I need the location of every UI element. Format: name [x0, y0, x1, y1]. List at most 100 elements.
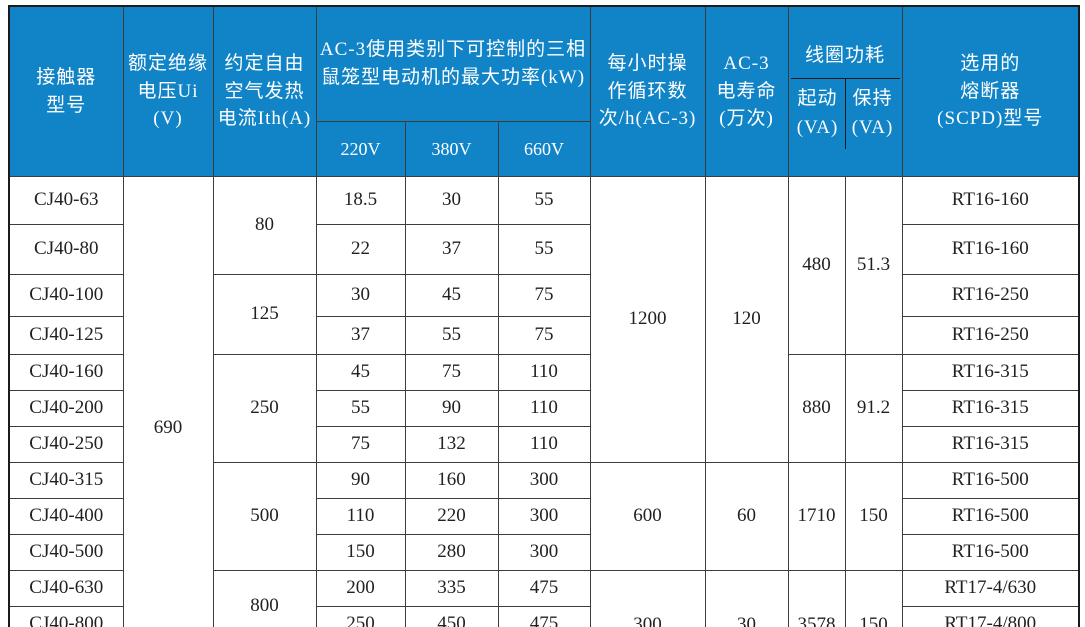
power-660-cell: 55: [497, 176, 591, 226]
cycles-cell: 300: [589, 570, 706, 627]
thermal-current-header: 约定自由 空气发热 电流Ith(A): [212, 5, 317, 178]
coil-hold-header: 保持 (VA): [851, 88, 894, 138]
power-380-cell: 335: [404, 570, 499, 608]
table-row: CJ40-400 110 220 300 RT16-500: [8, 498, 1080, 536]
power-380-cell: 75: [404, 354, 499, 392]
power-220-cell: 22: [315, 224, 406, 276]
ith-cell: 500: [212, 462, 317, 572]
model-cell: CJ40-125: [8, 316, 124, 356]
power-380-cell: 160: [404, 462, 499, 500]
power-380-cell: 220: [404, 498, 499, 536]
table-row: CJ40-100 125 30 45 75 RT16-250: [8, 274, 1080, 356]
voltage-380-header: 380V: [404, 120, 499, 178]
life-cell: 60: [704, 462, 789, 572]
power-220-cell: 110: [315, 498, 406, 536]
coil-group-label: 线圈功耗: [790, 35, 900, 79]
model-cell: CJ40-63: [8, 176, 124, 226]
coil-hold-cell: 150: [844, 570, 903, 627]
voltage-220-header: 220V: [315, 120, 406, 178]
power-660-cell: 300: [497, 462, 591, 500]
power-group-header: AC-3使用类别下可控制的三相 鼠笼型电动机的最大功率(kW): [315, 5, 591, 122]
power-220-cell: 75: [315, 426, 406, 464]
power-660-cell: 75: [497, 316, 591, 356]
coil-subheaders: 起动 (VA) 保持 (VA): [791, 78, 900, 149]
power-380-cell: 37: [404, 224, 499, 276]
table-body: CJ40-63 690 80 18.5 30 55 1200 120 480 5…: [8, 176, 1080, 627]
insulation-voltage-cell: 690: [122, 176, 214, 627]
coil-start-cell: 3578: [787, 570, 846, 627]
model-cell: CJ40-200: [8, 390, 124, 428]
table-row: CJ40-63 690 80 18.5 30 55 1200 120 480 5…: [8, 176, 1080, 627]
fuse-cell: RT16-500: [901, 462, 1080, 500]
power-380-cell: 132: [404, 426, 499, 464]
power-660-cell: 110: [497, 426, 591, 464]
model-cell: CJ40-80: [8, 224, 124, 276]
power-660-cell: 300: [497, 498, 591, 536]
life-header: AC-3 电寿命 (万次): [704, 5, 789, 178]
model-cell: CJ40-400: [8, 498, 124, 536]
life-cell: 120: [704, 176, 789, 464]
coil-group-header: 线圈功耗 起动 (VA) 保持 (VA): [787, 5, 903, 178]
coil-start-cell: 880: [787, 354, 846, 464]
model-cell: CJ40-100: [8, 274, 124, 318]
ith-cell: 800: [212, 570, 317, 627]
power-380-cell: 280: [404, 534, 499, 572]
fuse-cell: RT16-315: [901, 426, 1080, 464]
ith-cell: 250: [212, 354, 317, 464]
table-row: CJ40-200 55 90 110 RT16-315: [8, 390, 1080, 428]
fuse-cell: RT17-4/800: [901, 606, 1080, 627]
fuse-cell: RT16-500: [901, 534, 1080, 572]
table-row: CJ40-800 250 450 475 RT17-4/800: [8, 606, 1080, 627]
ith-cell: 80: [212, 176, 317, 276]
model-cell: CJ40-315: [8, 462, 124, 500]
fuse-cell: RT17-4/630: [901, 570, 1080, 608]
model-cell: CJ40-160: [8, 354, 124, 392]
power-220-cell: 18.5: [315, 176, 406, 226]
fuse-cell: RT16-250: [901, 274, 1080, 318]
power-660-cell: 110: [497, 390, 591, 428]
power-220-cell: 37: [315, 316, 406, 356]
table-row: CJ40-250 75 132 110 RT16-315: [8, 426, 1080, 464]
power-380-cell: 450: [404, 606, 499, 627]
table-row: CJ40-630 800 200 335 475 300 30 3578 150…: [8, 570, 1080, 627]
table-row: CJ40-80 22 37 55 RT16-160: [8, 224, 1080, 276]
power-380-cell: 30: [404, 176, 499, 226]
power-660-cell: 300: [497, 534, 591, 572]
fuse-header: 选用的 熔断器 (SCPD)型号: [901, 5, 1080, 178]
power-220-cell: 90: [315, 462, 406, 500]
model-cell: CJ40-250: [8, 426, 124, 464]
ith-cell: 125: [212, 274, 317, 356]
power-220-cell: 150: [315, 534, 406, 572]
coil-start-header: 起动 (VA): [791, 78, 846, 149]
table-header: 接触器 型号 额定绝缘 电压Ui (V) 约定自由 空气发热 电流Ith(A) …: [8, 5, 1080, 178]
power-660-cell: 55: [497, 224, 591, 276]
power-220-cell: 55: [315, 390, 406, 428]
table-row: CJ40-315 500 90 160 300 600 60 1710 150 …: [8, 462, 1080, 572]
power-380-cell: 45: [404, 274, 499, 318]
coil-start-cell: 1710: [787, 462, 846, 572]
power-220-cell: 200: [315, 570, 406, 608]
voltage-660-header: 660V: [497, 120, 591, 178]
fuse-cell: RT16-315: [901, 354, 1080, 392]
cycles-header: 每小时操 作循环数 次/h(AC-3): [589, 5, 706, 178]
power-380-cell: 90: [404, 390, 499, 428]
cycles-cell: 600: [589, 462, 706, 572]
power-220-cell: 45: [315, 354, 406, 392]
table-row: CJ40-160 250 45 75 110 880 91.2 RT16-315: [8, 354, 1080, 464]
model-cell: CJ40-630: [8, 570, 124, 608]
fuse-cell: RT16-315: [901, 390, 1080, 428]
coil-hold-cell: 150: [844, 462, 903, 572]
life-cell: 30: [704, 570, 789, 627]
power-380-cell: 55: [404, 316, 499, 356]
model-cell: CJ40-500: [8, 534, 124, 572]
coil-header-layout: 线圈功耗 起动 (VA) 保持 (VA): [790, 35, 900, 149]
fuse-cell: RT16-500: [901, 498, 1080, 536]
power-660-cell: 75: [497, 274, 591, 318]
fuse-cell: RT16-160: [901, 224, 1080, 276]
model-cell: CJ40-800: [8, 606, 124, 627]
table-row: CJ40-125 37 55 75 RT16-250: [8, 316, 1080, 356]
fuse-cell: RT16-250: [901, 316, 1080, 356]
power-220-cell: 30: [315, 274, 406, 318]
fuse-cell: RT16-160: [901, 176, 1080, 226]
